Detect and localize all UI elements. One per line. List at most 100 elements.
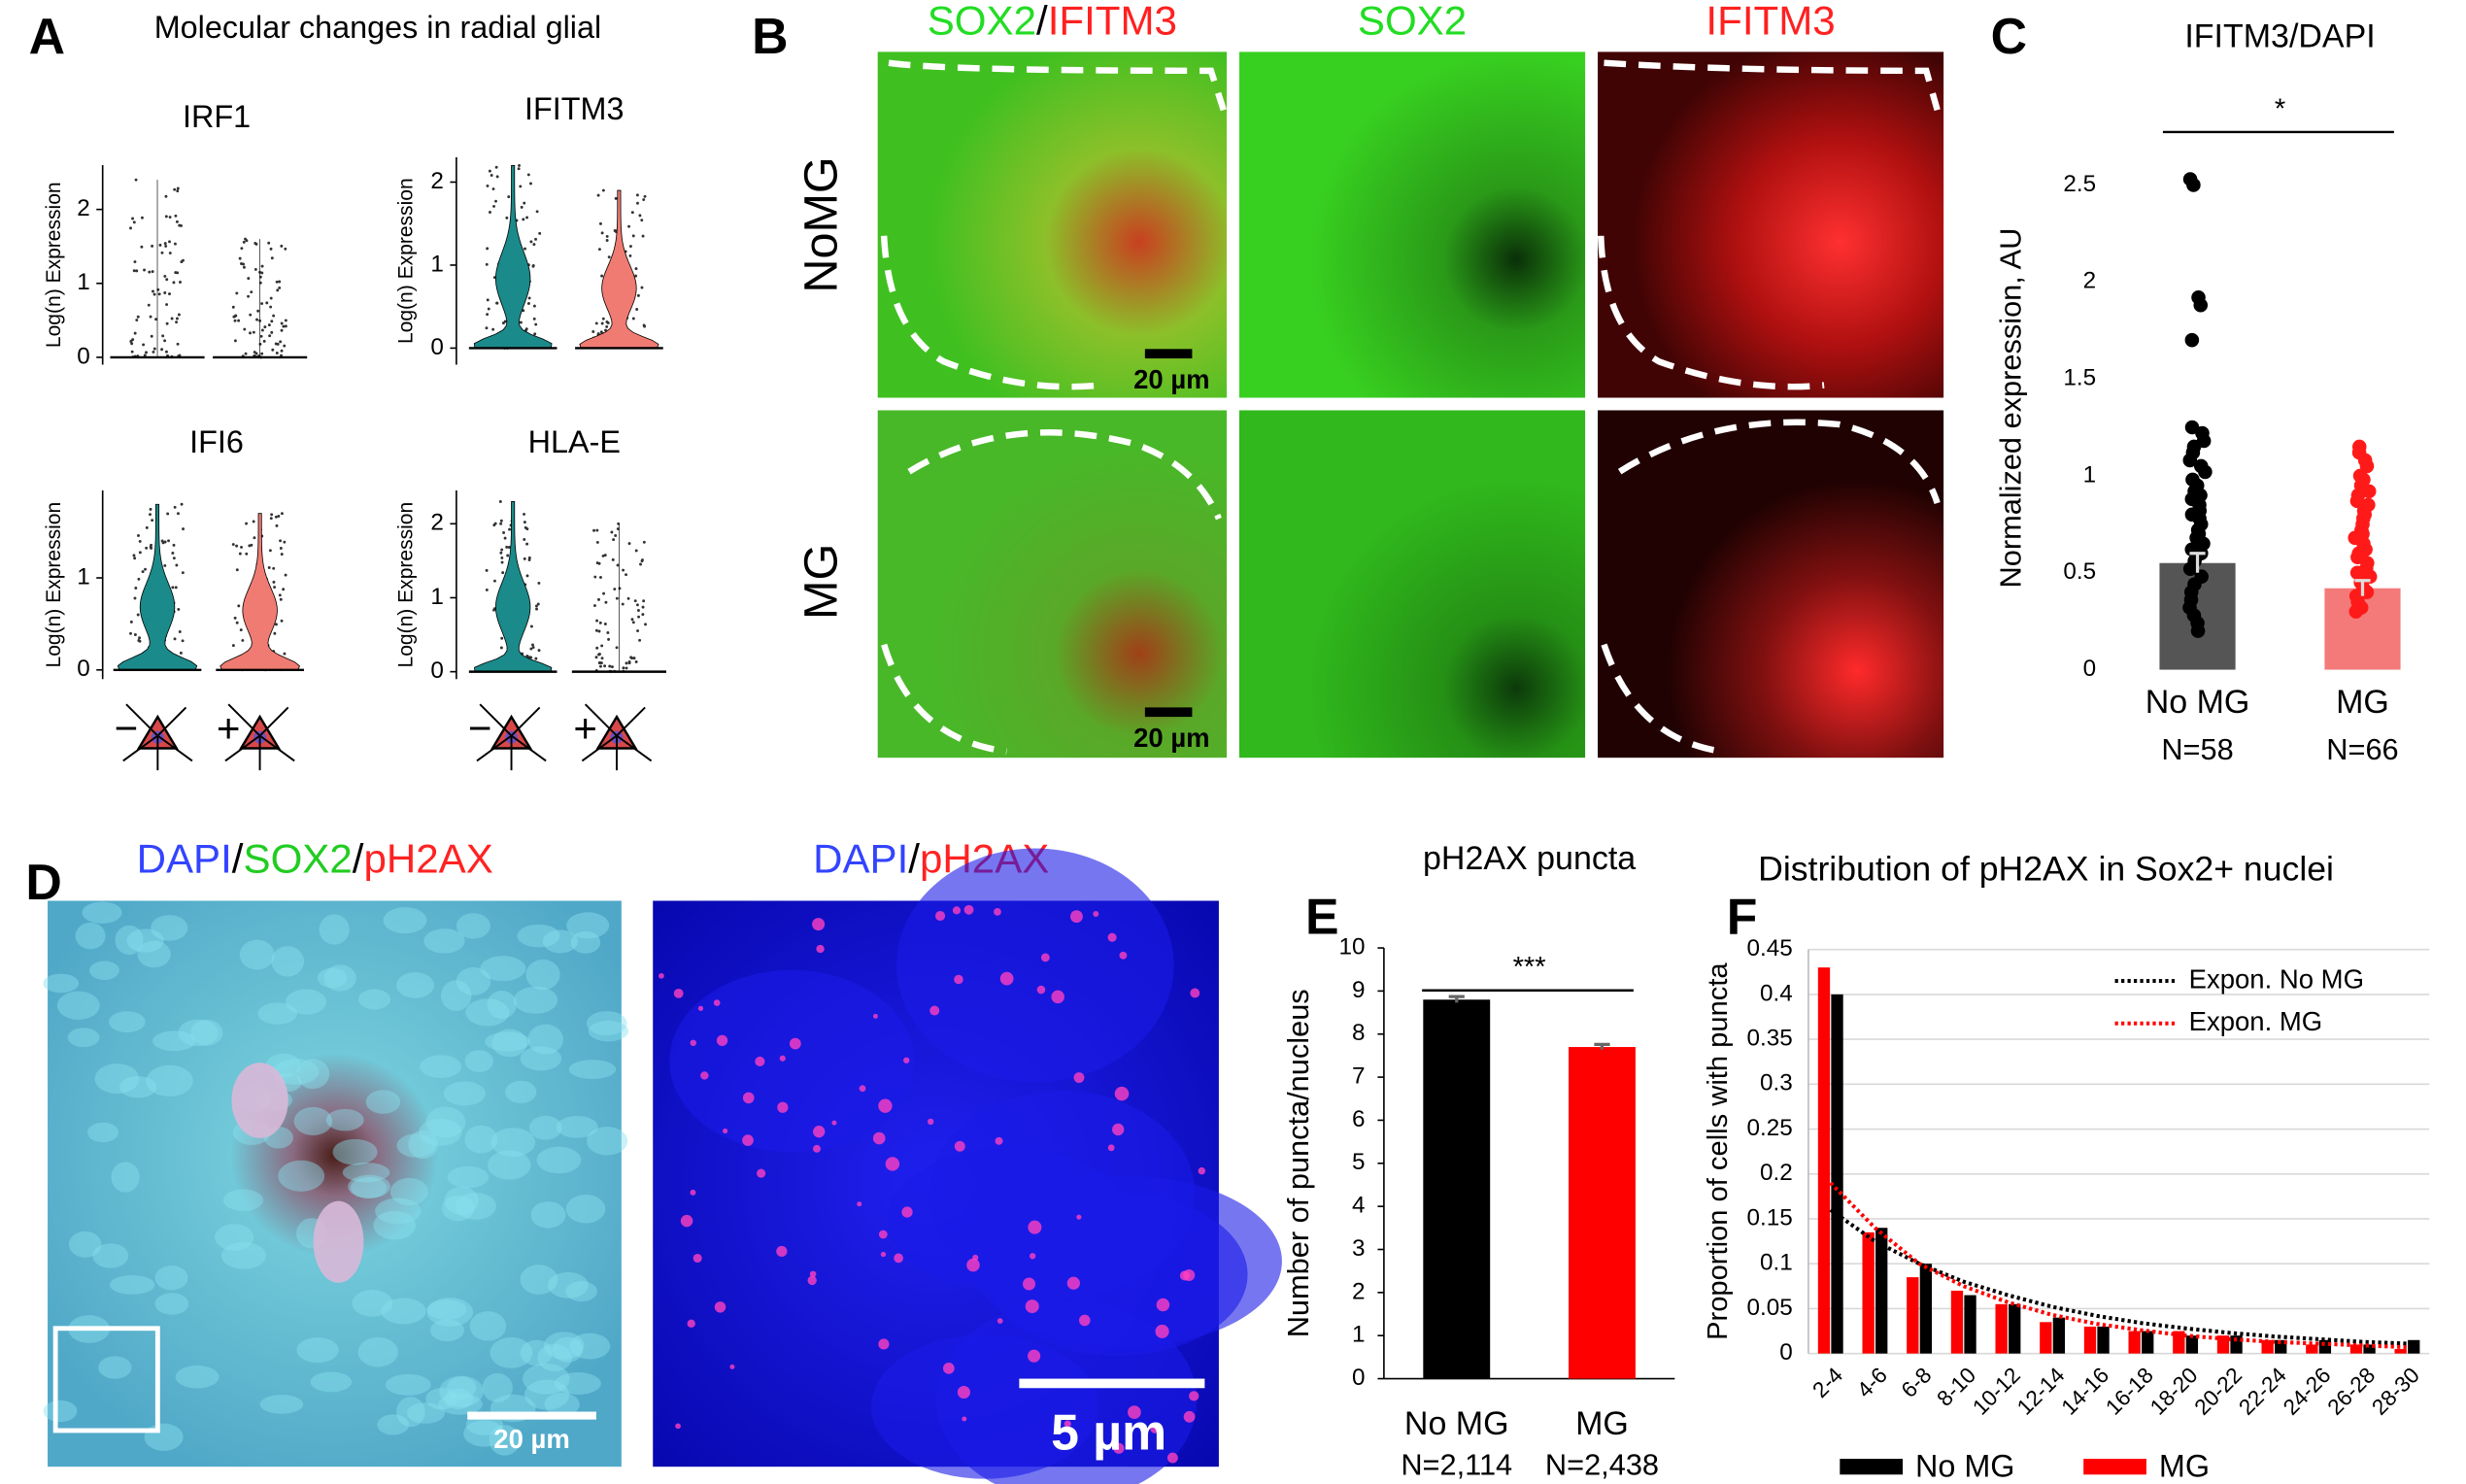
cell-point — [600, 644, 604, 648]
nucleus — [586, 1011, 627, 1036]
cell-point — [133, 596, 137, 600]
cell-point — [507, 546, 511, 549]
nucleus — [464, 1125, 498, 1154]
cell-point — [175, 219, 179, 223]
cell-point — [145, 351, 148, 354]
bar — [1964, 1295, 1976, 1354]
cell-point — [173, 505, 177, 509]
nucleus — [482, 1372, 513, 1402]
bar — [1862, 1231, 1875, 1354]
microglia-process — [476, 734, 513, 762]
y-tick-label: 2 — [2083, 268, 2097, 294]
y-tick-label: 1 — [77, 563, 90, 590]
nucleus — [220, 1241, 266, 1269]
nucleus — [43, 1400, 78, 1423]
puncta-dot — [927, 1118, 934, 1126]
cell-point — [270, 330, 274, 334]
cell-point — [523, 521, 526, 524]
cell-point — [145, 546, 149, 550]
cell-point — [178, 354, 182, 357]
cell-point — [177, 313, 181, 317]
y-axis-label: Proportion of cells with puncta — [1703, 962, 1734, 1340]
nucleus — [438, 1393, 483, 1415]
cell-point — [594, 628, 598, 632]
nucleus — [109, 1274, 155, 1295]
nucleus — [556, 1116, 598, 1138]
y-tick-label: 10 — [1338, 933, 1365, 960]
cell-point — [129, 226, 132, 230]
cell-point — [628, 245, 632, 249]
nucleus — [489, 1425, 521, 1456]
cell-point — [179, 651, 183, 655]
cell-point — [595, 540, 599, 544]
puncta-dot — [885, 1157, 900, 1171]
cell-point — [531, 646, 535, 649]
puncta-dot — [1023, 1277, 1036, 1291]
cell-point — [149, 545, 152, 549]
cell-point — [145, 525, 149, 529]
nucleus — [487, 1150, 531, 1180]
y-tick-label: 0.35 — [1747, 1026, 1793, 1052]
cell-point — [171, 586, 175, 590]
puncta-dot — [957, 1385, 970, 1400]
cell-point — [517, 167, 521, 171]
tissue-outline — [880, 59, 1227, 390]
puncta-dot — [1183, 1410, 1196, 1423]
cell-point — [278, 280, 282, 284]
nucleus — [381, 1298, 426, 1325]
cell-point — [133, 633, 137, 636]
bar — [2349, 1344, 2363, 1354]
label-part: / — [1036, 0, 1048, 44]
nucleus — [190, 1019, 223, 1046]
puncta-dot — [680, 1214, 693, 1228]
nucleus — [552, 1336, 584, 1363]
cell-point — [280, 349, 284, 353]
y-tick-label: 4 — [1352, 1193, 1366, 1219]
nucleus — [154, 1265, 188, 1291]
puncta-dot — [994, 907, 1001, 916]
cell-point — [638, 214, 642, 218]
n-label: N=66 — [2326, 732, 2398, 766]
cell-point — [181, 639, 185, 643]
nucleus — [144, 1423, 184, 1451]
nucleus — [447, 1165, 490, 1189]
cell-point — [274, 342, 278, 346]
cell-point — [271, 348, 275, 352]
bar — [2128, 1331, 2141, 1354]
cell-point — [593, 575, 597, 579]
cell-point — [284, 247, 287, 251]
cell-point — [235, 568, 239, 572]
cell-point — [640, 219, 644, 222]
bar — [2173, 1331, 2185, 1354]
cell-point — [520, 205, 524, 209]
cell-point — [181, 571, 185, 575]
cell-point — [272, 580, 276, 584]
cell-point — [597, 653, 600, 657]
cell-point — [492, 204, 496, 208]
cell-point — [238, 256, 242, 260]
nucleus — [480, 956, 526, 982]
cell-point — [607, 255, 611, 259]
cell-point — [143, 354, 147, 357]
cell-point — [532, 243, 536, 247]
cell-point — [176, 186, 180, 190]
cell-point — [529, 240, 533, 244]
cell-point — [179, 281, 182, 284]
cell-point — [523, 201, 526, 205]
panel-a-title: Molecular changes in radial glial — [154, 10, 601, 45]
cell-point — [163, 274, 167, 278]
puncta-dot — [903, 1057, 910, 1063]
cell-point — [284, 573, 287, 577]
nucleus — [396, 1397, 425, 1428]
bar — [2394, 1349, 2407, 1354]
y-tick-label: 2 — [430, 510, 444, 536]
nucleus — [455, 1193, 496, 1220]
cell-point — [631, 234, 635, 238]
cell-point — [595, 528, 599, 532]
puncta-dot — [962, 1416, 967, 1422]
y-tick-label: 0 — [430, 658, 444, 684]
microglia-process — [227, 703, 261, 737]
panel-letter: B — [752, 8, 788, 64]
cell-point — [607, 637, 611, 641]
y-tick-label: 2 — [1352, 1278, 1366, 1304]
